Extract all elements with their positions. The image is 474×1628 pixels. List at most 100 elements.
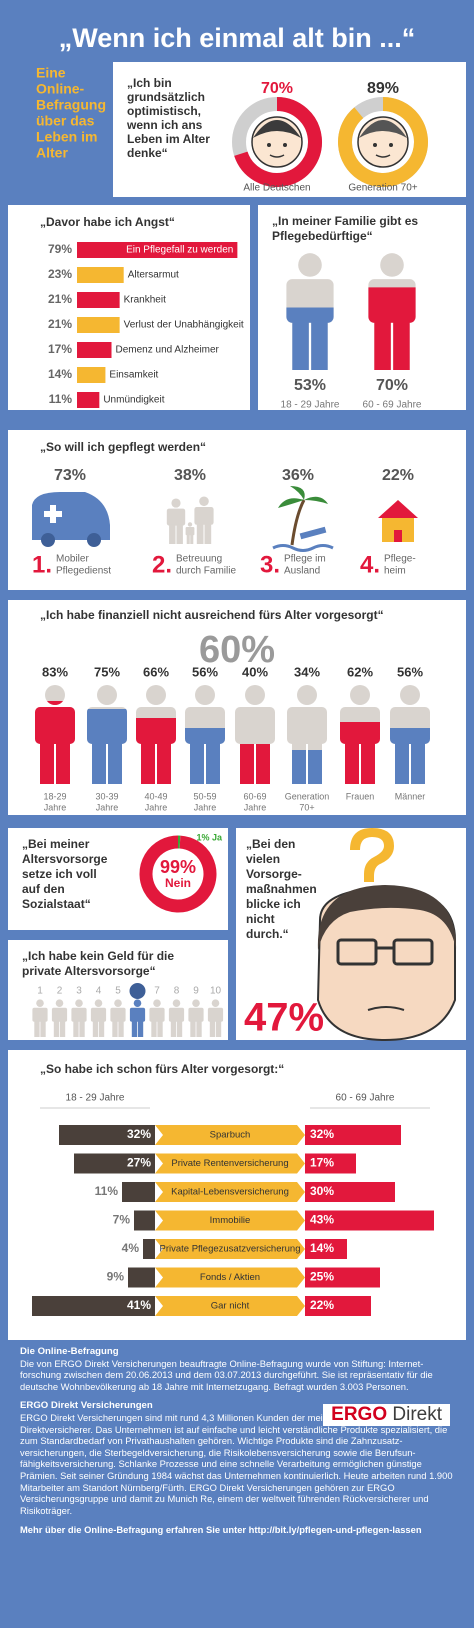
figure-head bbox=[199, 496, 209, 507]
figure-leg bbox=[176, 524, 183, 544]
intro: Leben im bbox=[36, 129, 97, 145]
group-label: 18-29 bbox=[43, 791, 66, 801]
person bbox=[71, 999, 87, 1037]
value-label: 9% bbox=[107, 1270, 125, 1284]
figure-leg bbox=[186, 534, 190, 544]
figure-head bbox=[211, 999, 220, 1007]
company-text: ERGO Direkt Versicherungen sind mit rund… bbox=[20, 1411, 453, 1516]
figure-leg bbox=[34, 1021, 40, 1037]
intro: Befragung bbox=[36, 97, 106, 113]
logo-suffix: Direkt bbox=[392, 1404, 442, 1425]
figure-leg bbox=[176, 1021, 183, 1037]
value-label: 32% bbox=[310, 1127, 334, 1141]
intro: Online- bbox=[36, 81, 85, 97]
bar bbox=[77, 367, 106, 383]
question-mark bbox=[350, 828, 394, 900]
column-header: 18 - 29 Jahre bbox=[66, 1093, 125, 1104]
bar bbox=[77, 242, 238, 258]
quote: wenn ich ans bbox=[126, 118, 203, 132]
value-label: 75% bbox=[94, 664, 120, 679]
figure-leg bbox=[79, 1021, 85, 1037]
figure-body bbox=[87, 709, 127, 744]
figure-leg bbox=[157, 1021, 163, 1037]
quote: blicke ich bbox=[246, 897, 301, 911]
bar-left bbox=[74, 1153, 155, 1174]
figure-body bbox=[235, 707, 275, 744]
highlight bbox=[129, 983, 146, 999]
bar-left bbox=[128, 1267, 155, 1288]
figure-head bbox=[350, 685, 370, 705]
figure-head bbox=[297, 685, 317, 705]
bar-left bbox=[32, 1296, 155, 1316]
figure-head bbox=[36, 999, 44, 1007]
icon-palm bbox=[290, 499, 306, 546]
category-band bbox=[155, 1267, 305, 1288]
person-number: 10 bbox=[210, 986, 222, 997]
person bbox=[90, 999, 107, 1037]
figure-leg bbox=[92, 742, 106, 784]
figure-head bbox=[380, 253, 404, 277]
quote: grundsätzlich bbox=[127, 90, 205, 104]
quote: „Bei den bbox=[246, 837, 295, 851]
figure-leg bbox=[112, 1021, 118, 1037]
value-label: 17% bbox=[310, 1156, 334, 1170]
quote: „Ich bin bbox=[127, 76, 172, 90]
category-label: Fonds / Aktien bbox=[200, 1272, 260, 1283]
figure-head bbox=[133, 999, 142, 1007]
figure-leg bbox=[56, 742, 70, 784]
icon-car bbox=[32, 492, 110, 540]
person bbox=[110, 999, 126, 1037]
figure-head bbox=[187, 522, 193, 527]
option-text: Pflegedienst bbox=[56, 566, 111, 577]
figure-leg bbox=[393, 320, 410, 370]
quote: auf den bbox=[22, 882, 65, 896]
value-label: 79% bbox=[48, 242, 72, 256]
person bbox=[32, 999, 48, 1037]
bar-left bbox=[59, 1125, 155, 1145]
glasses bbox=[336, 938, 378, 966]
bar-right bbox=[305, 1296, 371, 1316]
group-label: 18 - 29 Jahre bbox=[281, 400, 340, 411]
quote: nicht bbox=[246, 912, 275, 926]
figure-leg bbox=[157, 742, 171, 784]
category-label: Kapital-Lebensversicherung bbox=[171, 1187, 289, 1198]
value-label: 99% bbox=[160, 857, 196, 877]
figure-fill bbox=[185, 728, 225, 784]
category-label: Gar nicht bbox=[211, 1301, 250, 1312]
group-label: Jahre bbox=[145, 802, 168, 812]
figure-leg bbox=[141, 742, 155, 784]
bar bbox=[77, 317, 120, 333]
category-label: Immobilie bbox=[210, 1215, 251, 1226]
rank: 2. bbox=[152, 551, 172, 578]
figure-leg bbox=[292, 320, 309, 370]
value-label: 22% bbox=[310, 1298, 334, 1312]
figure-leg bbox=[361, 742, 375, 784]
person bbox=[51, 999, 68, 1037]
quote: Sozialstaat“ bbox=[22, 897, 91, 911]
option-text: durch Familie bbox=[176, 566, 236, 577]
figure-fill bbox=[292, 750, 322, 784]
figure-body bbox=[207, 1007, 224, 1022]
figure-leg bbox=[137, 1021, 144, 1037]
glasses bbox=[392, 938, 434, 966]
footer: Die Online-Befragung Die von ERGO Direkt… bbox=[20, 1346, 454, 1536]
figure-leg bbox=[151, 1021, 157, 1037]
figure-body bbox=[149, 1007, 165, 1022]
eye bbox=[389, 143, 393, 147]
person-number: 4 bbox=[96, 986, 102, 997]
group-label: Frauen bbox=[346, 791, 375, 801]
value-label: 56% bbox=[192, 664, 218, 679]
group-label: Generation bbox=[285, 791, 330, 801]
group-label: 30-39 bbox=[95, 791, 118, 801]
figure-head bbox=[400, 685, 420, 705]
value-label: 70% bbox=[261, 80, 293, 97]
figure-head bbox=[195, 685, 215, 705]
group-label: Jahre bbox=[44, 802, 67, 812]
share: 47% bbox=[244, 996, 324, 1040]
icon-person bbox=[185, 522, 195, 544]
person-number: 5 bbox=[115, 986, 121, 997]
figure-leg bbox=[206, 742, 220, 784]
group-label: Jahre bbox=[194, 802, 217, 812]
value-label: 32% bbox=[127, 1127, 151, 1141]
